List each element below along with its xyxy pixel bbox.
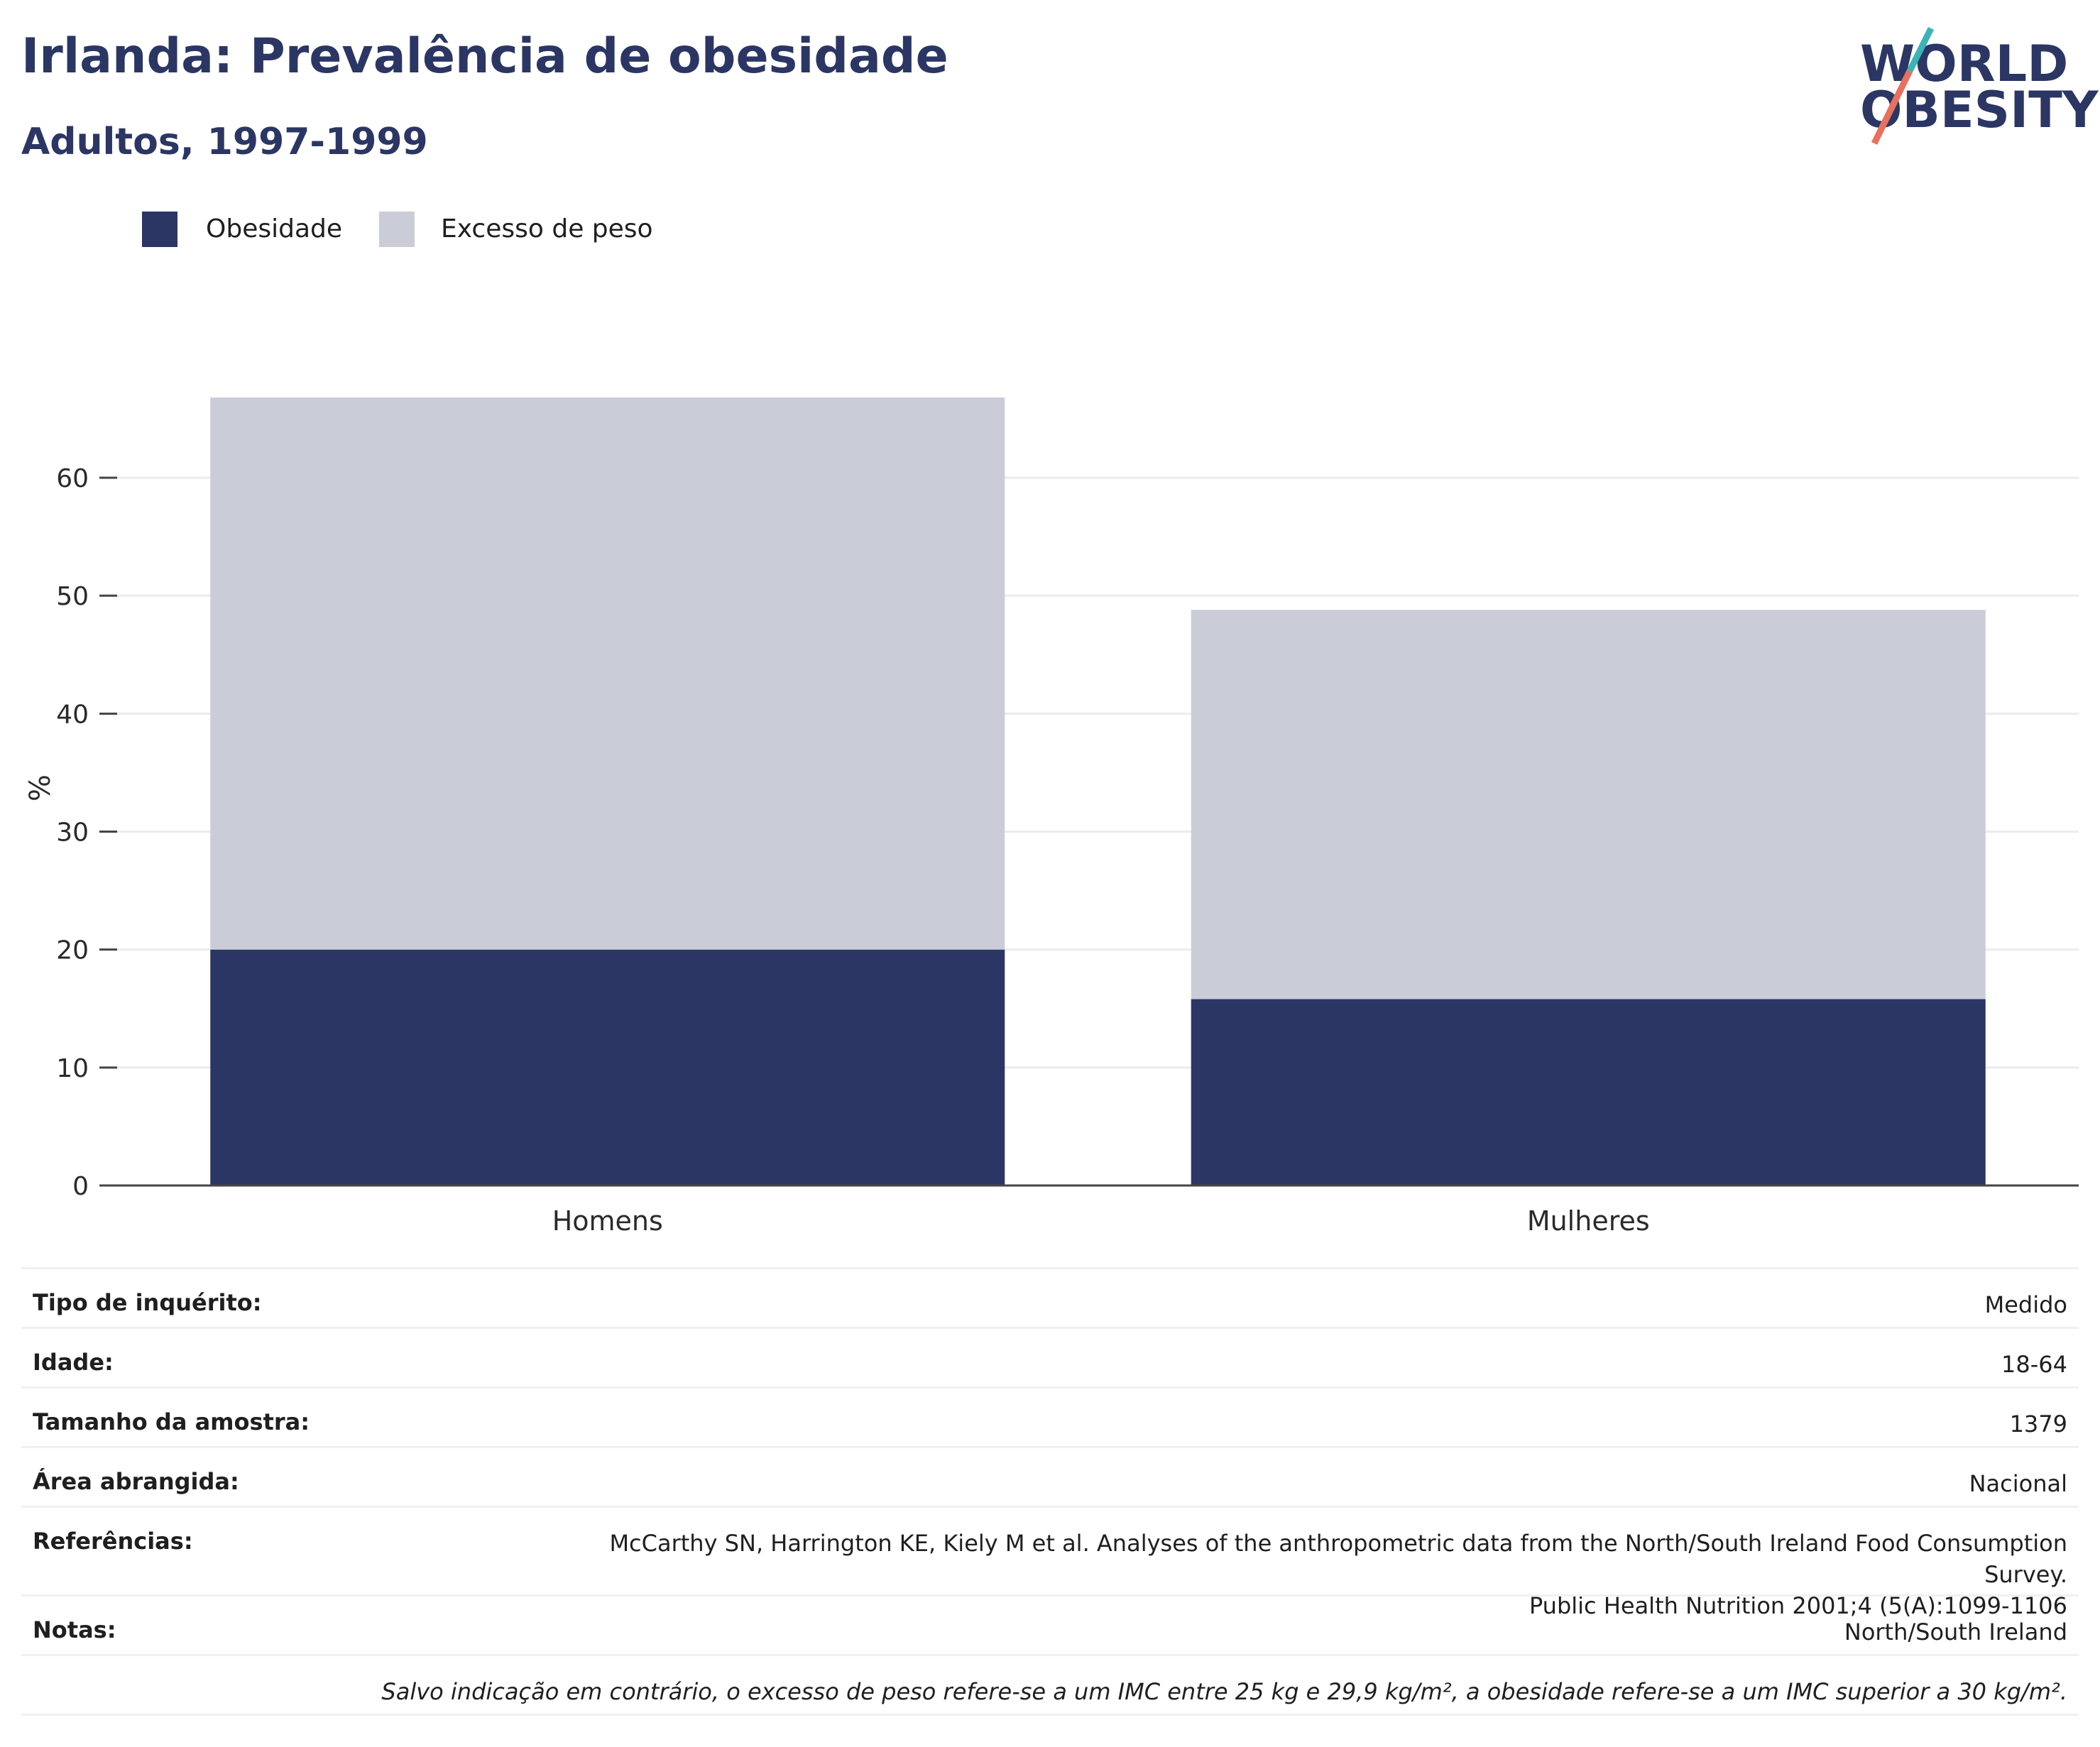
info-value: Medido	[1984, 1291, 2067, 1318]
x-category-label: Homens	[552, 1205, 663, 1237]
info-bottom-divider	[21, 1714, 2079, 1716]
x-category-label: Mulheres	[1527, 1205, 1650, 1237]
info-row-notes: Notas: North/South Ireland	[21, 1594, 2079, 1654]
chart-title: Irlanda: Prevalência de obesidade	[21, 28, 948, 84]
info-row-footnote: Salvo indicação em contrário, o excesso …	[21, 1654, 2079, 1714]
bar-obesidade-mulheres	[1191, 999, 1986, 1185]
legend-label-excesso-de-peso: Excesso de peso	[441, 214, 653, 243]
y-tick-label: 10	[56, 1054, 89, 1083]
y-tick-label: 0	[72, 1172, 89, 1201]
reference-line-2: Public Health Nutrition 2001;4 (5(A):109…	[1528, 1592, 2067, 1619]
bar-obesidade-homens	[210, 949, 1005, 1185]
info-key: Tipo de inquérito:	[33, 1289, 262, 1316]
bar-chart: 0 10 20 30 40 50 60% Homens Mulheres	[24, 398, 2079, 1237]
world-obesity-logo: WORLD OBESITY	[1853, 21, 2099, 149]
info-key: Área abrangida:	[33, 1468, 239, 1495]
info-row-sample-size: Tamanho da amostra: 1379	[21, 1386, 2079, 1446]
y-tick-label: 30	[56, 818, 89, 847]
logo-text-world: WORLD	[1860, 35, 2069, 93]
info-value: 1379	[2009, 1411, 2067, 1437]
legend-swatch-excesso-de-peso	[379, 212, 415, 247]
info-key: Notas:	[33, 1616, 116, 1643]
y-tick-label: 20	[56, 936, 89, 965]
info-key: Referências:	[33, 1528, 193, 1555]
info-value: 18-64	[2001, 1351, 2067, 1378]
bmi-definition-footnote: Salvo indicação em contrário, o excesso …	[381, 1678, 2067, 1705]
y-tick-label: 60	[56, 464, 89, 493]
info-value: North/South Ireland	[1844, 1619, 2067, 1645]
chart-subtitle: Adultos, 1997-1999	[21, 121, 428, 163]
info-value: Nacional	[1969, 1470, 2067, 1497]
reference-line-1: McCarthy SN, Harrington KE, Kiely M et a…	[609, 1530, 2067, 1588]
info-row-survey-type: Tipo de inquérito: Medido	[21, 1267, 2079, 1327]
y-axis-label: %	[24, 774, 57, 801]
bar-excesso-de-peso-homens	[210, 398, 1005, 950]
info-key: Idade:	[33, 1349, 114, 1376]
info-key: Tamanho da amostra:	[33, 1408, 310, 1435]
bar-excesso-de-peso-mulheres	[1191, 610, 1986, 1000]
y-tick-label: 50	[56, 582, 89, 611]
logo-slash-icon	[1871, 26, 1935, 145]
info-row-references: Referências: McCarthy SN, Harrington KE,…	[21, 1506, 2079, 1619]
info-row-area: Área abrangida: Nacional	[21, 1446, 2079, 1506]
legend-label-obesidade: Obesidade	[206, 214, 343, 243]
info-value: McCarthy SN, Harrington KE, Kiely M et a…	[33, 1528, 2067, 1621]
y-tick-label: 40	[56, 700, 89, 729]
survey-info-table: Tipo de inquérito: Medido Idade: 18-64 T…	[21, 1267, 2079, 1716]
info-row-age: Idade: 18-64	[21, 1327, 2079, 1386]
legend-swatch-obesidade	[142, 212, 177, 247]
